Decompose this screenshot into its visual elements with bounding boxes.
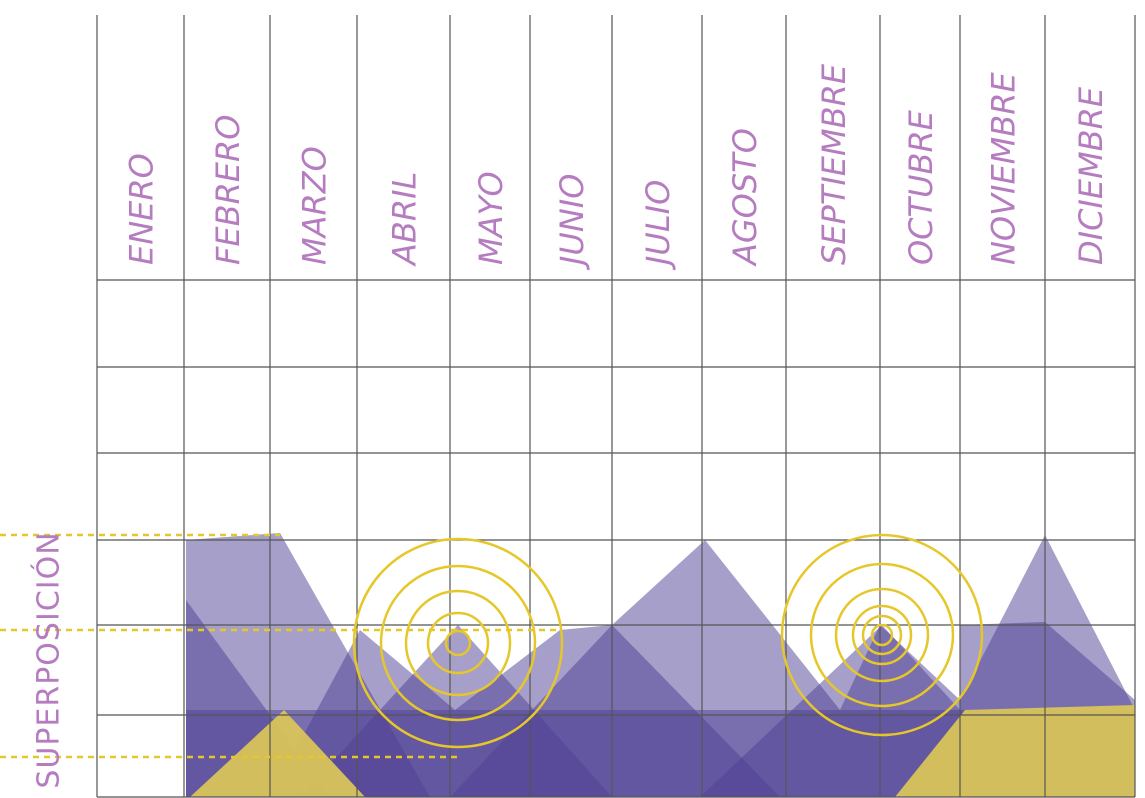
ring	[851, 604, 913, 666]
month-label: OCTUBRE	[902, 109, 940, 265]
month-label: DICIEMBRE	[1072, 86, 1110, 265]
ring	[780, 533, 984, 737]
ring	[870, 623, 894, 647]
ring	[444, 629, 472, 657]
ring	[834, 587, 930, 683]
ring	[352, 537, 564, 749]
month-label: AGOSTO	[726, 128, 764, 267]
overlap-shapes	[186, 533, 1135, 797]
month-label: FEBRERO	[209, 115, 247, 265]
month-label: NOVIEMBRE	[985, 72, 1023, 265]
ring	[404, 589, 512, 697]
month-label: SEPTIEMBRE	[815, 63, 853, 265]
rings	[352, 533, 984, 749]
month-label: MARZO	[296, 146, 334, 265]
ring	[809, 562, 955, 708]
yellow-shape	[895, 705, 1135, 797]
month-label: JULIO	[639, 180, 677, 271]
month-label: MAYO	[472, 171, 510, 265]
side-label: SUPERPOSICIÓN	[30, 531, 67, 788]
ring	[379, 564, 537, 722]
ring	[861, 614, 903, 656]
month-labels: ENERO FEBRERO MARZO ABRIL MAYO JUNIO JULIO AGOS…	[123, 63, 1111, 271]
month-label: ABRIL	[386, 172, 424, 267]
yellow-shape	[190, 710, 365, 797]
month-label: JUNIO	[553, 174, 591, 271]
month-label: ENERO	[123, 153, 161, 265]
ring	[426, 611, 490, 675]
